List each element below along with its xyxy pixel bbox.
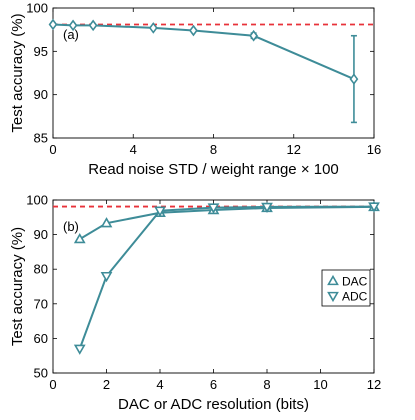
data-point-diamond bbox=[48, 18, 58, 31]
plot-frame-0 bbox=[52, 7, 375, 139]
legend-marker-adc bbox=[327, 291, 339, 303]
data-point-diamond bbox=[88, 19, 98, 32]
data-point-triangle-down bbox=[207, 203, 220, 214]
data-point-diamond bbox=[148, 22, 158, 34]
data-point-triangle-up bbox=[100, 217, 113, 228]
x-axis-label: DAC or ADC resolution (bits) bbox=[118, 396, 309, 413]
legend-label-adc: ADC bbox=[342, 290, 368, 304]
x-tick-label: 8 bbox=[263, 377, 270, 392]
data-point-triangle-down bbox=[73, 344, 86, 355]
x-tick-label: 12 bbox=[287, 142, 301, 157]
data-point-triangle-down bbox=[154, 206, 166, 217]
x-tick-label: 8 bbox=[210, 142, 217, 157]
y-tick-label: 50 bbox=[34, 366, 48, 381]
y-tick-label: 60 bbox=[34, 331, 48, 346]
legend-label-dac: DAC bbox=[342, 275, 368, 289]
y-tick-label: 100 bbox=[26, 193, 48, 208]
x-tick-label: 4 bbox=[156, 377, 163, 392]
data-point-diamond bbox=[68, 19, 78, 32]
y-tick-label: 90 bbox=[34, 227, 48, 242]
data-point-diamond bbox=[189, 24, 198, 37]
x-axis-label: Read noise STD / weight range × 100 bbox=[88, 161, 339, 178]
data-point-triangle-down bbox=[261, 202, 273, 214]
y-tick-label: 85 bbox=[34, 131, 48, 146]
x-tick-label: 4 bbox=[130, 142, 137, 157]
y-tick-label: 100 bbox=[26, 1, 48, 16]
data-point-diamond bbox=[249, 29, 258, 42]
y-tick-label: 70 bbox=[34, 296, 48, 311]
y-tick-label: 90 bbox=[34, 87, 48, 102]
x-tick-label: 6 bbox=[210, 377, 217, 392]
data-point-triangle-down bbox=[368, 202, 380, 213]
series-line-dac bbox=[79, 205, 375, 240]
x-tick-label: 2 bbox=[103, 377, 110, 392]
x-tick-label: 16 bbox=[367, 142, 381, 157]
legend-marker-dac bbox=[327, 274, 339, 286]
data-point-triangle-down bbox=[100, 271, 113, 283]
legend-box bbox=[321, 269, 371, 307]
y-tick-label: 95 bbox=[34, 44, 48, 59]
data-point-diamond bbox=[349, 73, 359, 85]
x-tick-label: 12 bbox=[367, 377, 381, 392]
x-tick-label: 10 bbox=[313, 377, 327, 392]
data-point-triangle-up bbox=[73, 232, 86, 244]
panel-label: (a) bbox=[63, 27, 79, 42]
x-tick-label: 0 bbox=[49, 142, 56, 157]
series-line-0 bbox=[52, 23, 355, 80]
x-tick-label: 0 bbox=[49, 377, 56, 392]
panel-label: (b) bbox=[63, 219, 79, 234]
y-axis-label: Test accuracy (%) bbox=[9, 13, 26, 132]
series-line-adc bbox=[78, 205, 375, 350]
y-tick-label: 80 bbox=[34, 262, 48, 277]
y-axis-label: Test accuracy (%) bbox=[9, 227, 26, 346]
